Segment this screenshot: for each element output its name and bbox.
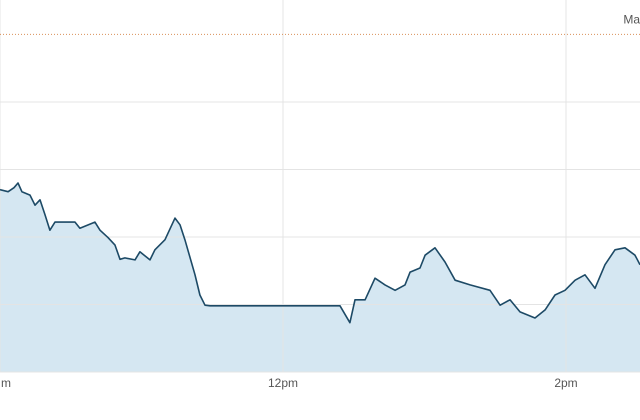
x-tick-label: 12pm [268,376,298,390]
x-tick-label: m [1,376,11,390]
reference-label: Ma [623,13,640,27]
x-tick-label: 2pm [554,376,577,390]
area [0,183,640,372]
price-line [0,182,640,324]
